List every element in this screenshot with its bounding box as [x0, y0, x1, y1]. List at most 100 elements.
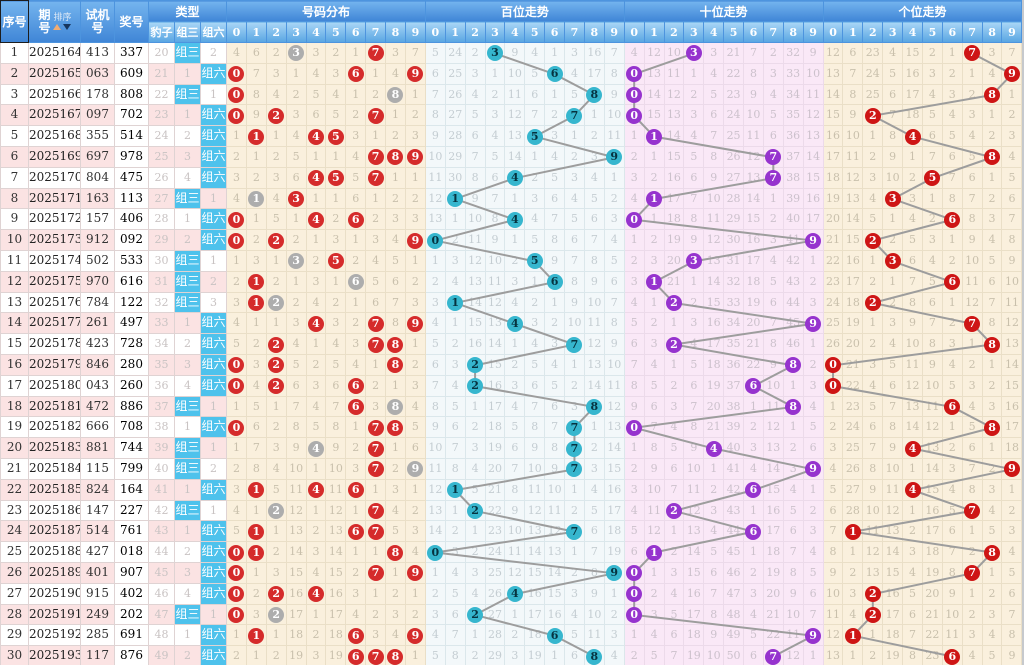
tens-cell: 46 — [723, 561, 744, 584]
dist-cell: 2 — [226, 145, 247, 168]
group3-cell: 1 — [174, 478, 201, 501]
units-cell: 1 — [981, 437, 1003, 459]
hundreds-cell: 13 — [464, 270, 486, 293]
dist-cell: 2 — [265, 42, 287, 64]
units-cell: 10 — [882, 457, 904, 480]
tens-cell: 45 — [723, 541, 744, 563]
leopard-miss-cell: 46 — [148, 582, 175, 605]
units-hit-circle: 2 — [864, 606, 881, 623]
hundreds-cell: 17 — [603, 499, 625, 522]
period-cell: 2025179 — [28, 353, 81, 376]
sort-asc-icon[interactable] — [53, 23, 62, 30]
prize-number-cell: 744 — [114, 437, 149, 459]
tens-cell: 13 — [643, 62, 665, 85]
tens-cell: 37 — [723, 374, 744, 397]
digit-col-header: 5 — [921, 21, 943, 43]
hundreds-cell: 8 — [583, 249, 605, 272]
dist-cell: 9 — [404, 312, 426, 335]
dist-cell: 3 — [305, 270, 327, 293]
hundreds-cell: 6 — [564, 645, 585, 665]
test-number-cell: 784 — [80, 291, 115, 314]
dist-cell: 3 — [345, 582, 367, 605]
tens-cell: 4 — [703, 437, 725, 459]
col-header-leopard: 豹子 — [148, 21, 175, 43]
leopard-miss-cell: 47 — [148, 603, 175, 626]
seq-cell: 27 — [0, 582, 29, 605]
group3-hit-badge: 组三 — [175, 501, 200, 520]
units-cell: 6 — [941, 520, 963, 543]
dist-hit-circle: 2 — [268, 606, 285, 623]
period-cell: 2025166 — [28, 83, 81, 106]
hundreds-cell: 6 — [504, 437, 526, 459]
units-hit-circle: 4 — [904, 128, 921, 145]
tens-cell: 13 — [743, 166, 764, 189]
dist-cell: 5 — [345, 166, 367, 189]
units-cell: 5 — [941, 499, 963, 522]
hundreds-cell: 8 — [524, 416, 546, 439]
units-cell: 2 — [981, 187, 1003, 210]
dist-hit-circle: 1 — [248, 294, 265, 311]
dist-cell: 1 — [305, 333, 327, 355]
seq-cell: 6 — [0, 145, 29, 168]
tens-cell: 24 — [723, 104, 744, 127]
units-cell: 8 — [961, 478, 983, 501]
hundreds-cell: 29 — [484, 645, 506, 665]
units-cell: 9 — [882, 145, 904, 168]
dist-cell: 9 — [245, 104, 267, 127]
leopard-miss-cell: 32 — [148, 291, 175, 314]
prize-number-cell: 092 — [114, 229, 149, 251]
group3-cell: 组三 — [174, 42, 201, 64]
hundreds-hit-circle: 2 — [467, 606, 484, 623]
units-cell: 3 — [981, 208, 1003, 231]
units-cell: 1 — [882, 270, 904, 293]
tens-cell: 12 — [643, 42, 665, 64]
units-cell: 23 — [862, 42, 884, 64]
units-cell: 9 — [902, 312, 923, 335]
hundreds-cell: 3 — [444, 249, 466, 272]
tens-cell: 45 — [782, 312, 804, 335]
dist-hit-circle: 5 — [327, 253, 344, 270]
units-cell: 15 — [921, 478, 943, 501]
tens-cell: 42 — [723, 478, 744, 501]
dist-hit-circle: 1 — [248, 523, 265, 540]
sort-desc-icon[interactable] — [63, 23, 72, 30]
dist-hit-circle: 0 — [228, 66, 245, 83]
tens-cell: 36 — [782, 125, 804, 147]
dist-cell: 0 — [226, 62, 247, 85]
hundreds-cell: 9 — [603, 333, 625, 355]
dist-cell: 3 — [305, 42, 327, 64]
tens-cell: 34 — [782, 83, 804, 106]
hundreds-cell: 7 — [564, 437, 585, 459]
hundreds-cell: 10 — [583, 291, 605, 314]
tens-cell: 9 — [703, 166, 725, 189]
units-cell: 2 — [842, 561, 864, 584]
sort-control[interactable]: 排序 — [53, 13, 72, 30]
units-cell: 2 — [981, 125, 1003, 147]
units-cell: 3 — [941, 457, 963, 480]
hundreds-cell: 25 — [444, 62, 466, 85]
digit-col-header: 4 — [504, 21, 526, 43]
dist-cell: 4 — [404, 395, 426, 418]
tens-cell: 11 — [762, 395, 784, 418]
prize-number-cell: 907 — [114, 561, 149, 584]
dist-cell: 8 — [285, 416, 307, 439]
digit-col-header: 6 — [743, 21, 764, 43]
units-cell: 27 — [842, 478, 864, 501]
units-cell: 6 — [882, 374, 904, 397]
tens-cell: 7 — [683, 187, 705, 210]
group6-cell: 组六 — [199, 333, 228, 355]
dist-cell: 3 — [385, 603, 406, 626]
digit-col-header: 2 — [862, 21, 884, 43]
hundreds-cell: 6 — [524, 374, 546, 397]
test-number-cell: 824 — [80, 478, 115, 501]
hundreds-cell: 7 — [524, 395, 546, 418]
dist-cell: 4 — [305, 561, 327, 584]
hundreds-cell: 8 — [484, 208, 506, 231]
col-header-seq: 序号 — [0, 0, 29, 43]
units-cell: 4 — [941, 104, 963, 127]
prize-number-cell: 514 — [114, 125, 149, 147]
dist-cell: 1 — [226, 395, 247, 418]
hundreds-cell: 4 — [583, 478, 605, 501]
prize-number-cell: 533 — [114, 249, 149, 272]
units-cell: 1 — [862, 125, 884, 147]
